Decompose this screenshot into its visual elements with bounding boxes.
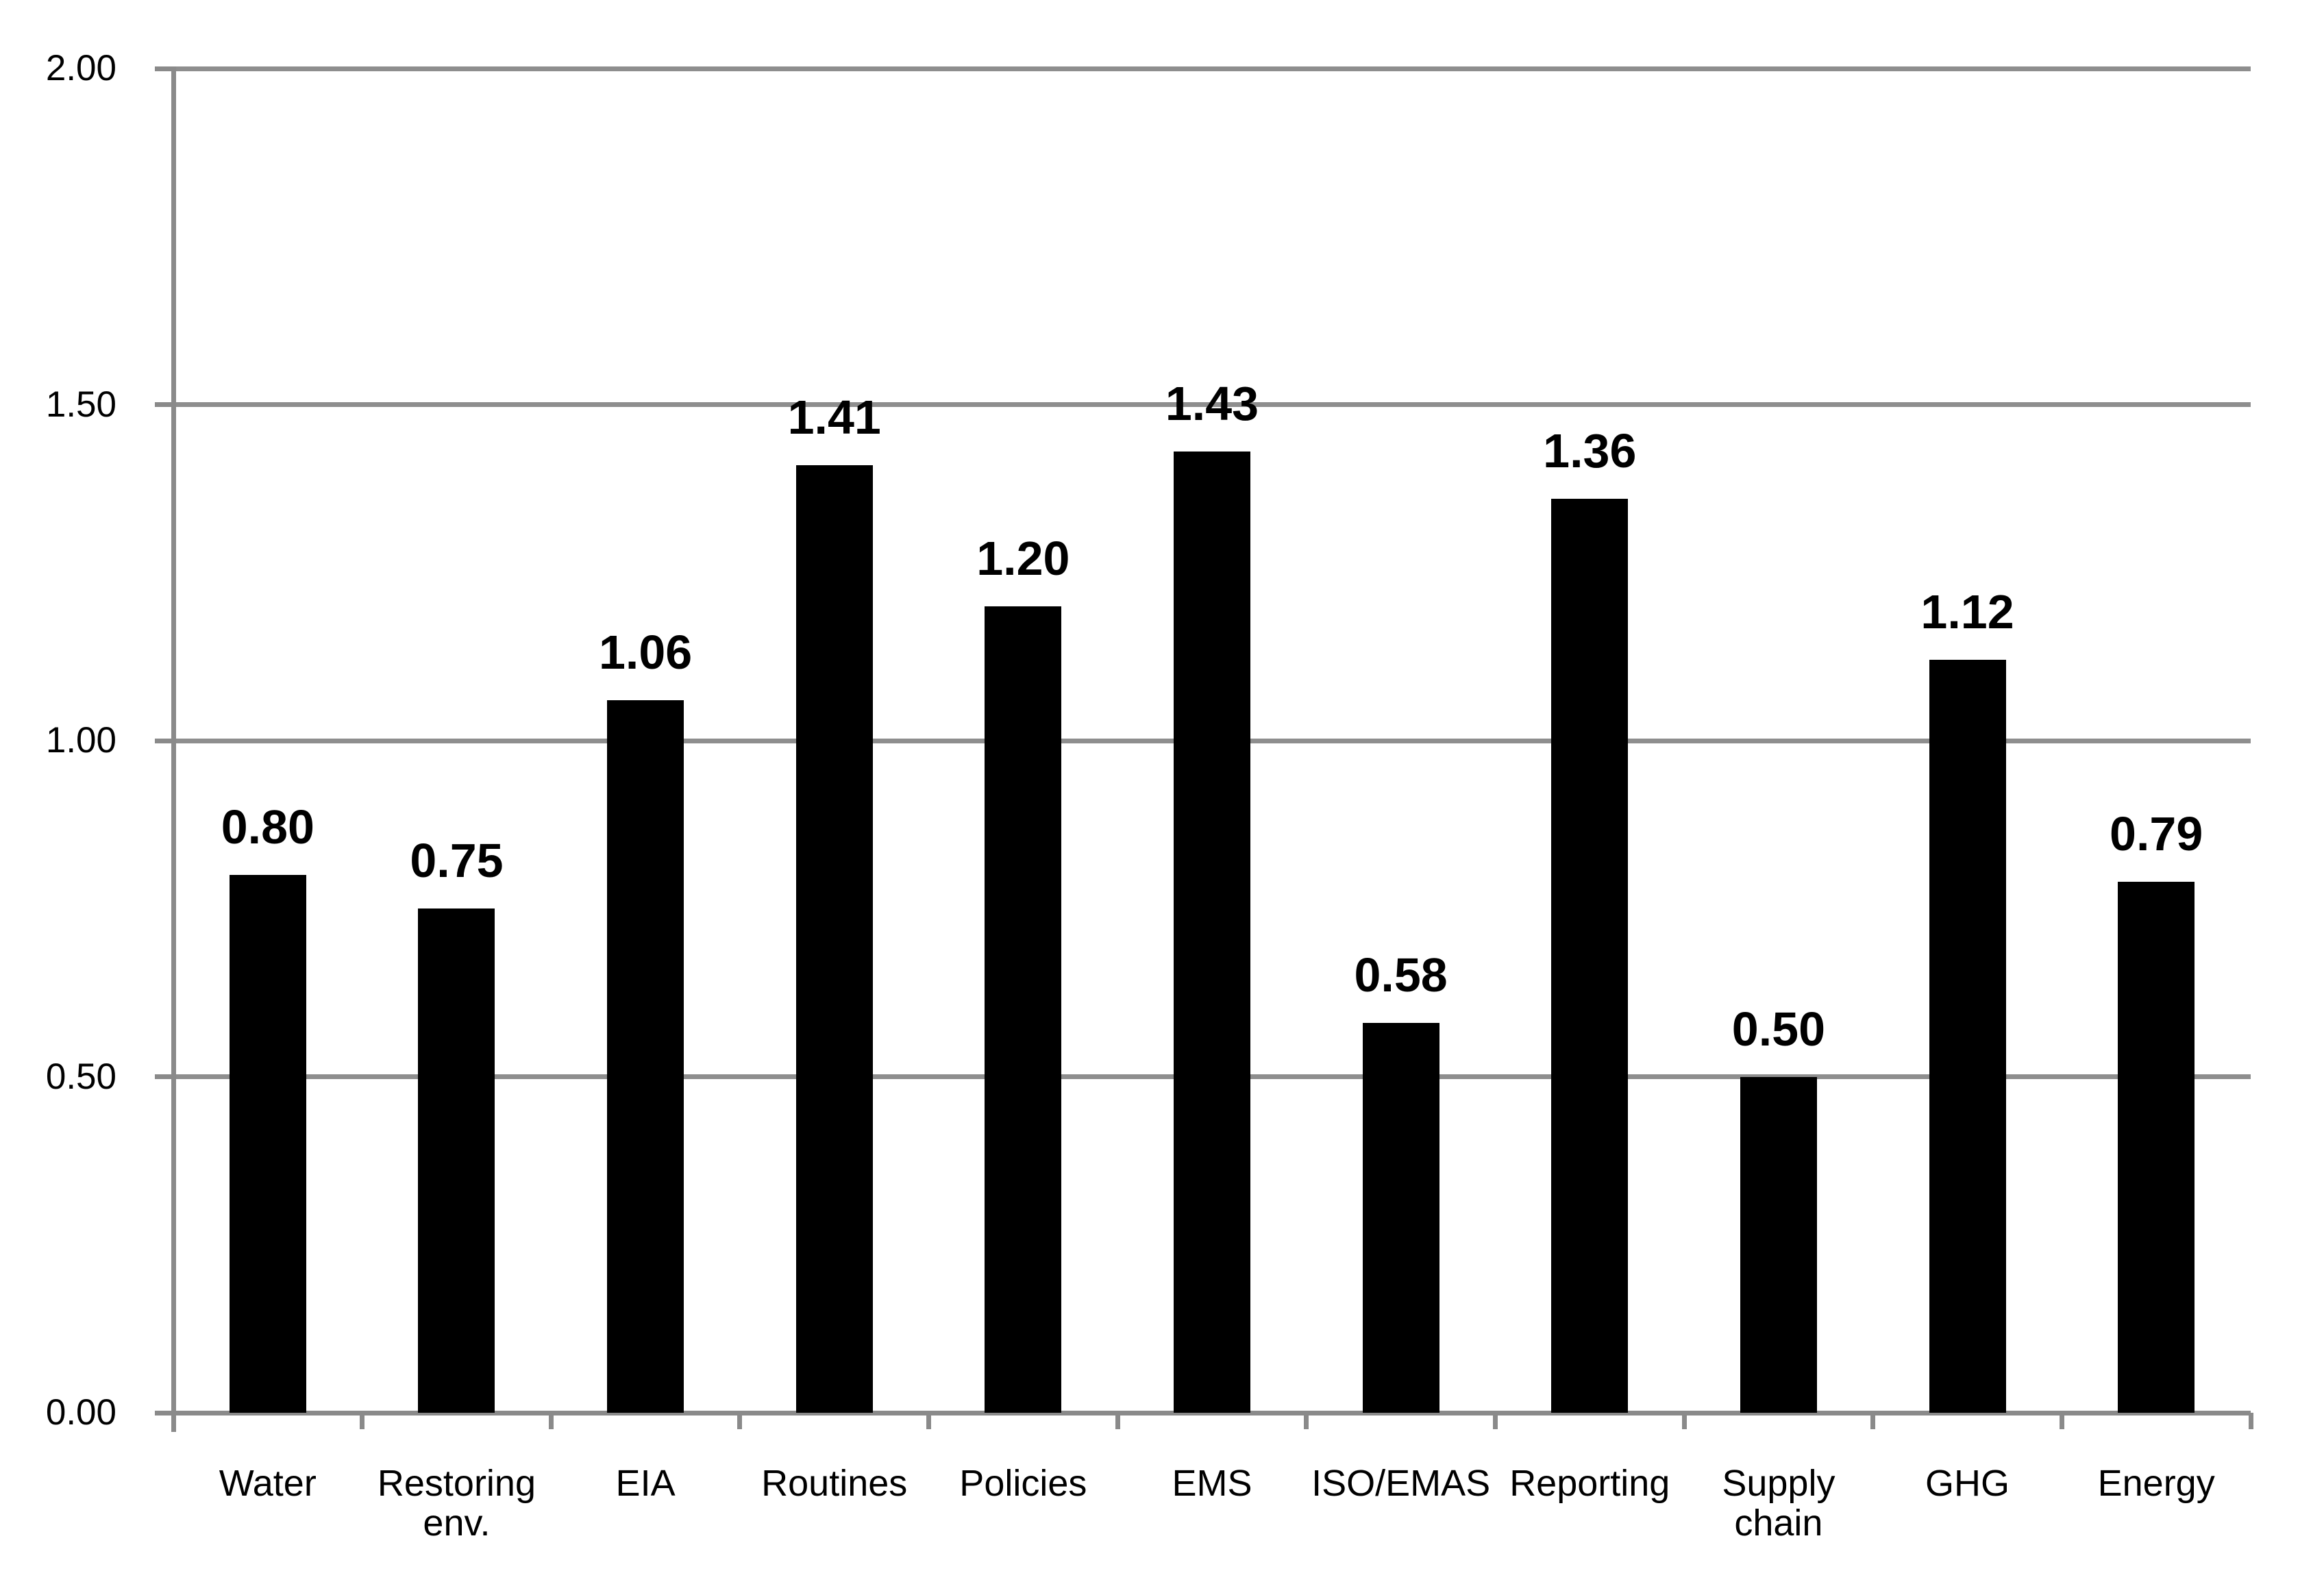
- category-label-restoring-env: Restoring env.: [377, 1463, 536, 1544]
- bar-restoring-env: [418, 908, 495, 1413]
- y-tick-mark: [155, 1410, 173, 1415]
- bar-value-label: 1.12: [1920, 585, 2014, 639]
- x-tick-mark: [1115, 1413, 1120, 1429]
- y-tick-mark: [155, 66, 173, 71]
- y-axis-line: [171, 66, 176, 1432]
- x-axis-line: [173, 1410, 2251, 1415]
- x-tick-mark: [1492, 1413, 1498, 1429]
- category-label-supply-chain: Supply chain: [1722, 1463, 1835, 1544]
- x-tick-mark: [1304, 1413, 1309, 1429]
- x-tick-mark: [2248, 1413, 2253, 1429]
- category-label-ems: EMS: [1172, 1463, 1252, 1504]
- x-tick-mark: [926, 1413, 932, 1429]
- y-axis-tick-label: 1.50: [45, 384, 116, 425]
- bar-eia: [607, 700, 684, 1413]
- category-label-policies: Policies: [959, 1463, 1087, 1504]
- category-label-ghg: GHG: [1925, 1463, 2010, 1504]
- category-label-water: Water: [219, 1463, 317, 1504]
- bar-value-label: 1.43: [1165, 377, 1259, 431]
- category-label-iso-emas: ISO/EMAS: [1311, 1463, 1491, 1504]
- bar-energy: [2118, 882, 2195, 1413]
- gridline: [173, 402, 2251, 407]
- bar-ems: [1174, 452, 1250, 1413]
- bar-water: [229, 875, 306, 1413]
- category-label-energy: Energy: [2097, 1463, 2215, 1504]
- bar-supply-chain: [1740, 1076, 1817, 1413]
- bar-value-label: 1.20: [976, 531, 1070, 585]
- x-tick-mark: [737, 1413, 743, 1429]
- y-axis-tick-label: 2.00: [45, 48, 116, 88]
- gridline: [173, 66, 2251, 71]
- bar-value-label: 0.58: [1354, 948, 1448, 1002]
- bar-value-label: 1.36: [1543, 423, 1637, 478]
- bar-reporting: [1551, 498, 1629, 1413]
- x-tick-mark: [171, 1413, 176, 1429]
- x-tick-mark: [1681, 1413, 1687, 1429]
- category-label-routines: Routines: [761, 1463, 908, 1504]
- x-tick-mark: [360, 1413, 365, 1429]
- bar-iso-emas: [1362, 1023, 1439, 1413]
- bar-ghg: [1929, 660, 2006, 1413]
- bar-value-label: 1.06: [598, 626, 693, 680]
- bar-value-label: 0.80: [221, 800, 314, 854]
- y-axis-tick-label: 0.00: [45, 1392, 116, 1433]
- y-axis-tick-label: 0.50: [45, 1056, 116, 1097]
- x-tick-mark: [548, 1413, 554, 1429]
- y-axis-tick-label: 1.00: [45, 720, 116, 761]
- y-tick-mark: [155, 1074, 173, 1079]
- x-tick-mark: [1870, 1413, 1876, 1429]
- category-label-reporting: Reporting: [1509, 1463, 1670, 1504]
- bar-value-label: 1.41: [787, 390, 881, 444]
- bar-value-label: 0.75: [410, 834, 504, 888]
- bar-value-label: 0.79: [2110, 807, 2203, 861]
- bar-value-label: 0.50: [1731, 1002, 1826, 1056]
- x-tick-mark: [2059, 1413, 2064, 1429]
- y-tick-mark: [155, 402, 173, 407]
- y-tick-mark: [155, 738, 173, 743]
- bar-routines: [795, 465, 873, 1413]
- category-label-eia: EIA: [615, 1463, 676, 1504]
- bar-policies: [985, 606, 1062, 1413]
